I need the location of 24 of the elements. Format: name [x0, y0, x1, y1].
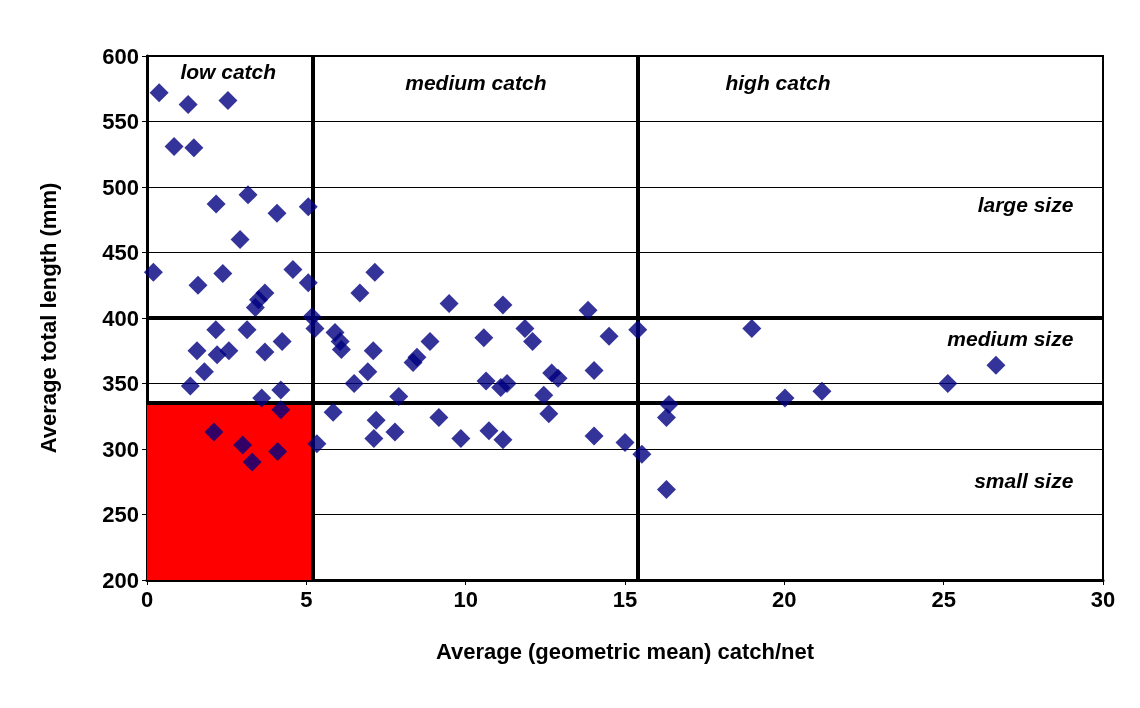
x-tick-label: 30 [1090, 586, 1116, 612]
annotation: medium catch [405, 70, 547, 94]
annotation: large size [977, 193, 1074, 217]
annotation: small size [974, 468, 1074, 492]
y-tick-label: 300 [102, 436, 139, 462]
annotation: medium size [947, 327, 1074, 351]
x-tick-label: 25 [931, 586, 956, 612]
y-tick-label: 450 [102, 240, 139, 265]
y-tick-label: 500 [102, 174, 139, 200]
y-tick-label: 550 [102, 109, 139, 134]
y-tick-label: 250 [102, 502, 139, 527]
y-tick-label: 600 [102, 43, 139, 69]
y-tick-label: 400 [102, 305, 139, 331]
x-tick-label: 5 [300, 586, 313, 612]
y-tick-label: 200 [102, 567, 139, 593]
x-axis-title: Average (geometric mean) catch/net [435, 638, 815, 664]
x-tick-label: 15 [612, 586, 638, 612]
x-tick-label: 0 [140, 586, 154, 612]
y-tick-label: 350 [102, 371, 139, 396]
x-tick-label: 10 [453, 586, 478, 612]
annotation: low catch [180, 60, 277, 84]
annotation: high catch [725, 70, 831, 94]
y-axis-title: Average total length (mm) [35, 182, 61, 454]
x-tick-label: 20 [772, 586, 797, 612]
